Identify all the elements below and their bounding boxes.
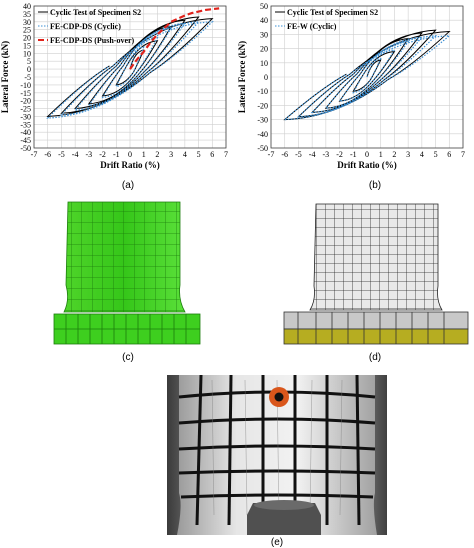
- legend: Cyclic Test of Specimen S2 FE-W (Cyclic): [275, 8, 378, 31]
- x-tick-label: -5: [295, 150, 302, 159]
- chart-a: -7 -6 -5 -4 -3 -2 -1 0 1 2 3 4 5 6 74035302520151050-5…: [0, 2, 228, 170]
- x-tick-label: 6: [447, 150, 451, 159]
- x-tick-label: 0: [128, 150, 132, 159]
- x-tick-label: -6: [281, 150, 288, 159]
- y-tick-label: -40: [257, 130, 268, 139]
- x-tick-label: -4: [309, 150, 316, 159]
- x-tick-label: 5: [434, 150, 438, 159]
- y-tick-label: -50: [257, 144, 268, 153]
- y-tick-label: 15: [23, 41, 31, 50]
- legend-label-0: Cyclic Test of Specimen S2: [50, 8, 141, 17]
- x-tick-label: -5: [58, 150, 65, 159]
- y-tick-label: 40: [23, 2, 31, 11]
- y-tick-label: -40: [20, 128, 31, 137]
- x-tick-label: 3: [406, 150, 410, 159]
- series-line-2: [129, 7, 220, 70]
- x-tick-label: -6: [44, 150, 51, 159]
- x-tick-label: -7: [268, 150, 275, 159]
- x-tick-label: -4: [72, 150, 79, 159]
- y-tick-label: -20: [257, 101, 268, 110]
- y-tick-label: 25: [23, 26, 31, 35]
- x-tick-label: -1: [113, 150, 120, 159]
- specimen-photo: [167, 375, 387, 535]
- x-axis-label: Drift Ratio (%): [100, 160, 159, 170]
- x-tick-label: -2: [336, 150, 343, 159]
- y-tick-label: 10: [260, 59, 268, 68]
- y-tick-label: -25: [20, 105, 31, 114]
- y-tick-label: -30: [20, 112, 31, 121]
- caption-a: (a): [121, 180, 135, 191]
- x-tick-label: -2: [99, 150, 106, 159]
- fe-mesh-green: [53, 201, 201, 345]
- y-axis-label: Lateral Force (kN): [237, 41, 247, 113]
- y-tick-label: -20: [20, 97, 31, 106]
- x-tick-label: 2: [155, 150, 159, 159]
- x-tick-label: 1: [379, 150, 383, 159]
- y-tick-label: 40: [260, 16, 268, 25]
- x-tick-label: -1: [350, 150, 357, 159]
- caption-c: (c): [122, 352, 134, 363]
- y-tick-label: 5: [27, 57, 31, 66]
- x-tick-label: 6: [210, 150, 214, 159]
- x-tick-label: 4: [183, 150, 187, 159]
- chart-b: -7 -6 -5 -4 -3 -2 -1 0 1 2 3 4 5 6 750403020100-10-20-…: [237, 2, 465, 170]
- x-tick-label: 7: [461, 150, 465, 159]
- series-line-0: [46, 16, 214, 118]
- y-axis-label: Lateral Force (kN): [0, 41, 10, 113]
- x-tick-label: 0: [365, 150, 369, 159]
- caption-e: (e): [270, 537, 284, 548]
- fe-mesh-grey: [283, 203, 469, 345]
- x-tick-label: 5: [197, 150, 201, 159]
- x-tick-label: 1: [142, 150, 146, 159]
- legend-label-2: FE-CDP-DS (Push-over): [50, 36, 135, 45]
- legend: Cyclic Test of Specimen S2 FE-CDP-DS (Cyc…: [38, 8, 141, 45]
- y-tick-label: 50: [260, 2, 268, 11]
- plot-frame: [33, 5, 227, 149]
- y-tick-label: -45: [20, 136, 31, 145]
- y-tick-label: 0: [27, 65, 31, 74]
- series-line-1: [46, 21, 214, 119]
- y-tick-label: 20: [23, 34, 31, 43]
- y-tick-label: -10: [257, 87, 268, 96]
- y-tick-label: -5: [24, 73, 31, 82]
- series-line-1: [283, 35, 452, 121]
- x-tick-label: 7: [224, 150, 228, 159]
- x-tick-label: 3: [169, 150, 173, 159]
- y-tick-label: 30: [23, 18, 31, 27]
- legend-label-1: FE-CDP-DS (Cyclic): [50, 22, 121, 31]
- x-axis-label: Drift Ratio (%): [337, 160, 396, 170]
- caption-d: (d): [368, 352, 382, 363]
- y-tick-label: -35: [20, 120, 31, 129]
- x-tick-label: 2: [392, 150, 396, 159]
- y-tick-label: -50: [20, 144, 31, 153]
- caption-b: (b): [368, 180, 382, 191]
- y-tick-label: 30: [260, 30, 268, 39]
- y-tick-label: 0: [264, 73, 268, 82]
- y-tick-label: -15: [20, 89, 31, 98]
- legend-label-1: FE-W (Cyclic): [287, 22, 337, 31]
- y-tick-label: 35: [23, 10, 31, 19]
- legend-label-0: Cyclic Test of Specimen S2: [287, 8, 378, 17]
- y-tick-label: 20: [260, 45, 268, 54]
- y-tick-label: -30: [257, 116, 268, 125]
- y-tick-label: 10: [23, 49, 31, 58]
- x-tick-label: -7: [31, 150, 38, 159]
- plot-frame: [270, 5, 464, 149]
- x-tick-label: 4: [420, 150, 424, 159]
- x-tick-label: -3: [323, 150, 330, 159]
- y-tick-label: -10: [20, 81, 31, 90]
- x-tick-label: -3: [86, 150, 93, 159]
